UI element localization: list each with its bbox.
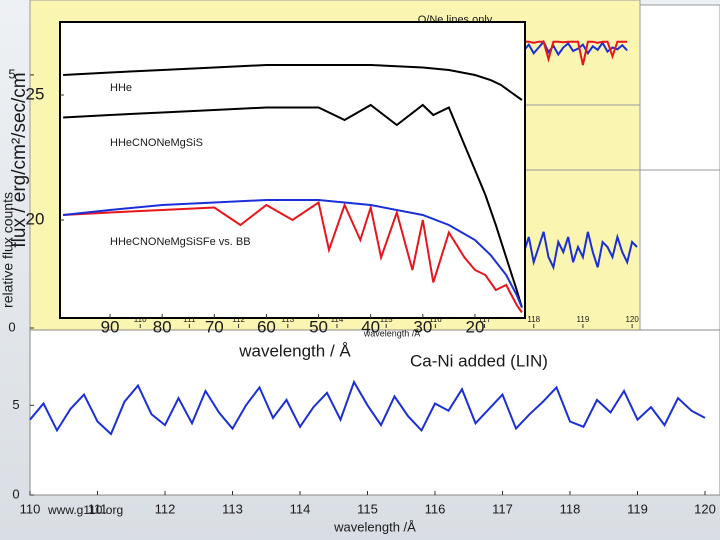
x-tick-label: 117	[478, 315, 491, 324]
y-tick-label: 0	[8, 319, 15, 334]
x-tick-label: 111	[183, 315, 196, 324]
x-axis-label: wavelength /Å	[363, 328, 421, 338]
x-tick-label: 117	[492, 501, 513, 516]
series-label: HHeCNONeMgSiS	[110, 137, 203, 149]
x-tick-label: 70	[205, 317, 224, 336]
x-tick-label: 120	[694, 501, 716, 516]
x-tick-label: 120	[625, 315, 639, 324]
bottom-chart: 110 111 112 113 114 115 116 117 118 119 120 0 5 wavel…	[12, 351, 715, 534]
series-line	[29, 379, 706, 436]
x-tick-label: 112	[232, 315, 245, 324]
series-line	[522, 231, 638, 271]
x-tick-label: 90	[101, 317, 120, 336]
x-tick-label: 111	[88, 501, 108, 516]
x-tick-label: 116	[425, 501, 446, 516]
series-line	[63, 200, 523, 314]
series-label: HHe	[110, 82, 132, 94]
y-tick-label: 0	[12, 486, 19, 501]
series-line	[63, 103, 523, 308]
x-tick-label: 113	[222, 501, 243, 516]
inset-lines	[62, 64, 523, 314]
series-line	[62, 199, 523, 308]
x-tick-label: 118	[527, 315, 540, 324]
x-axis-label: wavelength /Å	[333, 519, 416, 534]
x-tick-label: 115	[357, 501, 378, 516]
y-tick-label: 20	[26, 209, 45, 228]
x-tick-label: 30	[413, 317, 432, 336]
series-line	[525, 40, 628, 66]
x-tick-label: 50	[309, 317, 328, 336]
x-tick-label: 110	[20, 501, 41, 516]
y-tick-label: 5	[12, 397, 19, 412]
y-axis-label: relative flux counts	[0, 192, 16, 308]
x-tick-label: 119	[577, 315, 590, 324]
watermark: www.g110.org	[47, 503, 123, 517]
bottom-panel	[29, 329, 720, 496]
x-tick-label: 60	[257, 317, 276, 336]
x-tick-label: 114	[290, 501, 311, 516]
x-tick-label: 118	[560, 501, 581, 516]
one-ne-chart	[525, 39, 628, 66]
y-tick-label: 5	[8, 66, 15, 81]
x-tick-label: 80	[153, 317, 172, 336]
x-tick-label: 113	[281, 315, 294, 324]
middle-chart: 110 111 112 113 114 115 116 117 118 119 120 0 5 wavel…	[0, 66, 639, 338]
x-tick-label: 115	[380, 315, 393, 324]
x-tick-label: 119	[627, 501, 648, 516]
y-axis-label: flux / erg/cm²/sec/cm	[9, 72, 30, 247]
series-line	[63, 64, 523, 101]
x-tick-label: 40	[361, 317, 380, 336]
inset-axes: 90 80 70 60 50 40 30 20 20 25 wavelength / Å flux /…	[9, 72, 484, 360]
y-tick-label: 25	[26, 84, 45, 103]
x-axis-label: wavelength / Å	[238, 341, 351, 360]
series-label: HHeCNONeMgSiSFe vs. BB	[110, 236, 251, 248]
x-tick-label: 20	[465, 317, 484, 336]
white-panel	[639, 4, 720, 331]
x-tick-label: 110	[134, 315, 147, 324]
inset-frame	[59, 21, 526, 319]
chart-title: Ca-Ni added (LIN)	[410, 351, 548, 370]
x-tick-label: 116	[429, 315, 442, 324]
x-tick-label: 114	[331, 315, 344, 324]
x-tick-label: 112	[155, 501, 176, 516]
